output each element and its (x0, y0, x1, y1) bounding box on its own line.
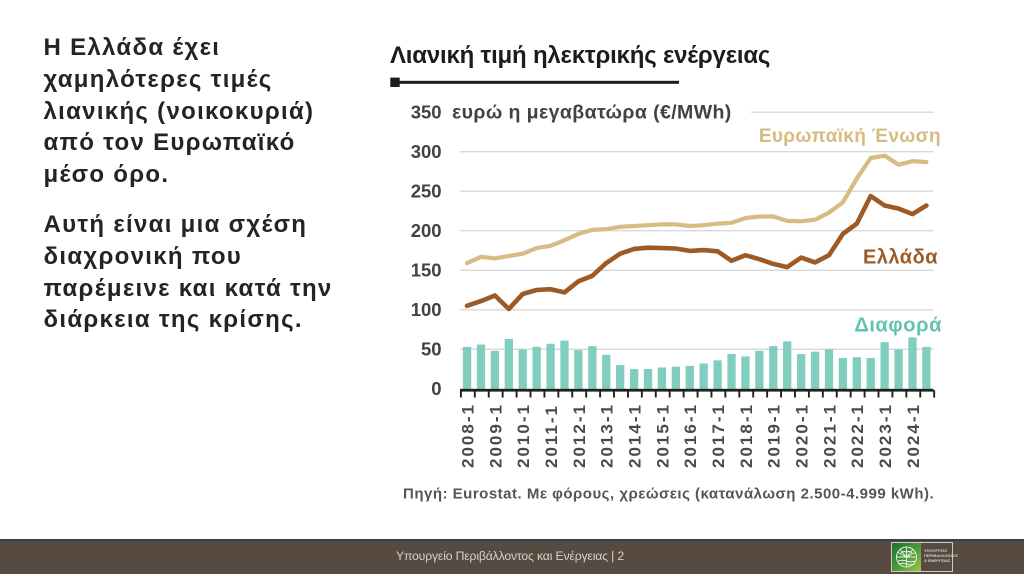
svg-text:2019-1: 2019-1 (765, 403, 784, 468)
svg-text:300: 300 (411, 141, 442, 162)
svg-text:0: 0 (431, 378, 441, 399)
svg-text:2017-1: 2017-1 (709, 403, 728, 468)
svg-text:2018-1: 2018-1 (737, 403, 756, 468)
svg-text:2011-1: 2011-1 (542, 404, 561, 468)
svg-text:2021-1: 2021-1 (820, 403, 839, 468)
svg-text:2015-1: 2015-1 (653, 403, 672, 468)
svg-text:2014-1: 2014-1 (626, 403, 645, 468)
svg-text:2016-1: 2016-1 (681, 403, 700, 468)
svg-text:2009-1: 2009-1 (486, 403, 505, 468)
svg-text:2008-1: 2008-1 (458, 403, 477, 468)
svg-text:Διαφορά: Διαφορά (854, 315, 942, 337)
svg-text:200: 200 (411, 220, 442, 241)
svg-text:2024-1: 2024-1 (904, 403, 923, 468)
svg-text:2010-1: 2010-1 (514, 403, 533, 468)
svg-text:2022-1: 2022-1 (848, 403, 867, 468)
svg-text:Λιανική τιμή ηλεκτρικής ενέργε: Λιανική τιμή ηλεκτρικής ενέργειας (390, 42, 770, 69)
svg-text:2013-1: 2013-1 (598, 403, 617, 468)
svg-text:350: 350 (411, 102, 442, 123)
svg-text:Ευρωπαϊκή Ένωση: Ευρωπαϊκή Ένωση (759, 126, 941, 147)
svg-text:50: 50 (421, 339, 442, 360)
svg-text:Πηγή: Eurostat. Με φόρους, χρε: Πηγή: Eurostat. Με φόρους, χρεώσεις (κατ… (403, 486, 934, 503)
svg-text:250: 250 (411, 181, 442, 202)
svg-text:2012-1: 2012-1 (570, 403, 589, 468)
svg-text:ευρώ η μεγαβατώρα (€/MWh): ευρώ η μεγαβατώρα (€/MWh) (452, 102, 732, 124)
svg-text:150: 150 (411, 260, 442, 281)
svg-text:Ελλάδα: Ελλάδα (863, 247, 938, 269)
svg-text:2020-1: 2020-1 (793, 403, 812, 468)
svg-text:2023-1: 2023-1 (876, 403, 895, 468)
svg-text:100: 100 (411, 299, 442, 320)
